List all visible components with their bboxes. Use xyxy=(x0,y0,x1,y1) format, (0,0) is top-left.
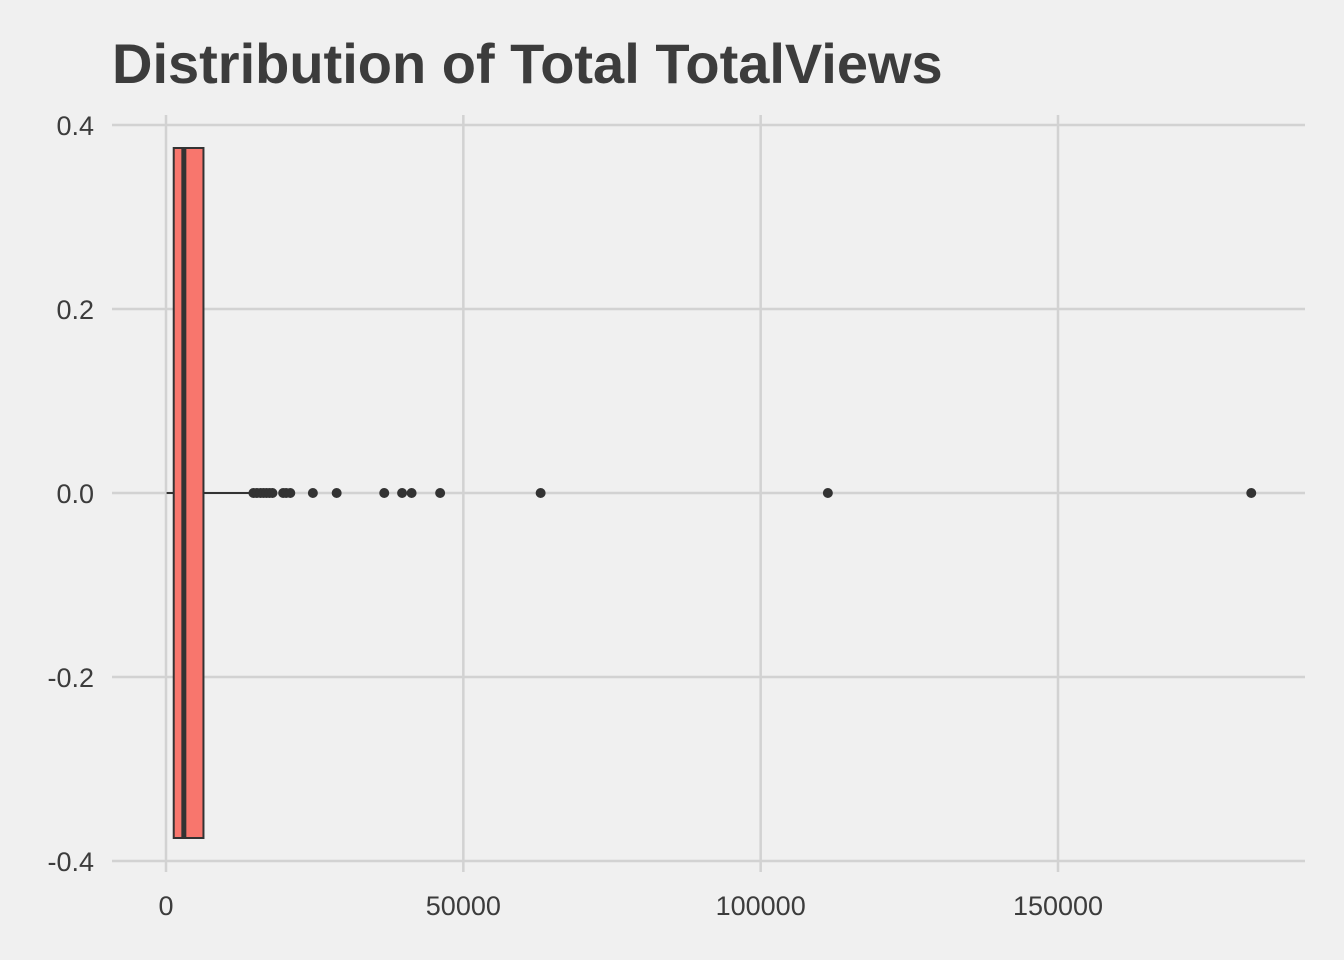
outlier-point xyxy=(435,488,446,498)
outlier-points xyxy=(248,488,1257,498)
boxplot xyxy=(166,147,250,839)
y-tick-label: -0.2 xyxy=(47,663,94,693)
outlier-point xyxy=(406,488,417,498)
axis-labels: 0 50000 100000 150000 0.4 0.2 0.0 -0.2 -0.4 xyxy=(47,111,1103,921)
outlier-point xyxy=(535,488,546,498)
box-iqr xyxy=(172,147,205,839)
outlier-point xyxy=(267,488,278,498)
x-tick-label: 150000 xyxy=(1013,891,1103,921)
outlier-point xyxy=(379,488,390,498)
outlier-point xyxy=(285,488,296,498)
chart-title: Distribution of Total TotalViews xyxy=(112,32,943,95)
outlier-point xyxy=(331,488,342,498)
x-tick-label: 0 xyxy=(158,891,173,921)
outlier-point xyxy=(1246,488,1257,498)
y-tick-label: 0.2 xyxy=(56,295,94,325)
x-tick-label: 100000 xyxy=(716,891,806,921)
outlier-point xyxy=(822,488,833,498)
x-tick-label: 50000 xyxy=(426,891,501,921)
y-tick-label: 0.0 xyxy=(56,479,94,509)
outlier-point xyxy=(397,488,408,498)
outlier-point xyxy=(307,488,318,498)
y-tick-label: -0.4 xyxy=(47,847,94,877)
y-tick-label: 0.4 xyxy=(56,111,94,141)
